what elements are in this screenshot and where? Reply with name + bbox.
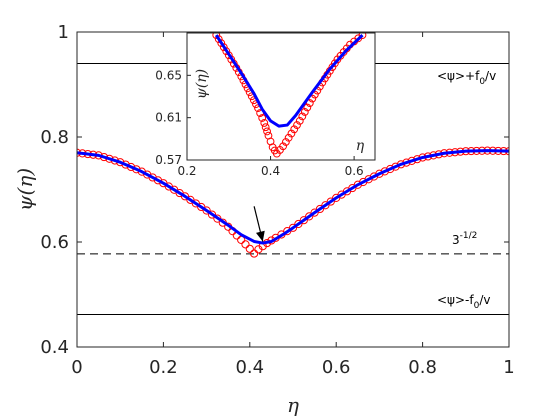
inset-red-circle-marker — [212, 33, 221, 40]
main-series — [77, 146, 509, 258]
x-tick-label: 1 — [503, 357, 514, 378]
inset-red-circle-marker — [295, 116, 304, 125]
inset-red-circle-marker — [279, 142, 287, 151]
label-reference-value: 3-1/2 — [452, 231, 477, 247]
red-circle-marker — [305, 212, 314, 221]
x-tick-label: 0.4 — [235, 357, 264, 378]
inset-axes-box — [186, 32, 376, 161]
main-axes-box — [76, 31, 510, 348]
label-lower-bound-sub: 0 — [474, 301, 480, 311]
red-circle-marker — [153, 176, 163, 185]
label-upper-bound-sub: 0 — [479, 77, 485, 87]
inset-x-tick-label: 0.2 — [177, 164, 196, 178]
inset-red-circle-marker — [258, 114, 267, 122]
inset-red-circle-marker — [260, 119, 269, 127]
red-circle-marker — [197, 202, 206, 212]
inset-y-tick-label: 0.57 — [155, 153, 182, 167]
annotation-arrow-head — [256, 230, 265, 242]
red-circle-marker — [241, 240, 250, 249]
inset-red-circle-marker — [261, 123, 270, 132]
inset-plot: 0.2 0.4 0.6 0.57 0.61 0.65 η ψ(η) — [155, 32, 376, 178]
red-circle-marker — [326, 197, 335, 206]
red-circle-marker — [175, 188, 184, 198]
red-circle-marker — [250, 249, 259, 258]
inset-red-circle-marker — [214, 35, 223, 44]
inset-x-tick-label: 0.4 — [261, 164, 280, 178]
y-tick-label: 0.4 — [40, 337, 69, 358]
red-circle-marker — [245, 244, 254, 253]
inset-red-circle-marker — [303, 103, 312, 112]
inset-y-tick-label: 0.61 — [155, 111, 182, 125]
y-tick-label: 1 — [58, 22, 69, 43]
inset-red-circle-marker — [281, 138, 290, 146]
inset-red-circle-marker — [284, 133, 293, 142]
label-lower-bound-main: <ψ>-f — [437, 293, 474, 307]
y-tick-label: 0.6 — [40, 232, 69, 253]
inset-red-circle-marker — [330, 59, 339, 68]
inset-red-circle-marker — [263, 127, 271, 136]
inset-y-tick-label: 0.65 — [155, 68, 182, 82]
label-reference-main: 3 — [452, 233, 460, 247]
red-circle-marker — [294, 219, 303, 229]
red-circle-marker — [283, 227, 292, 236]
label-lower-bound-tail: /v — [479, 293, 490, 307]
label-upper-bound: <ψ>+f0/v — [437, 69, 496, 87]
label-upper-bound-tail: /v — [485, 69, 496, 83]
label-reference-sup: -1/2 — [460, 231, 478, 241]
inset-red-circle-marker — [217, 39, 226, 48]
red-circle-marker — [207, 210, 217, 219]
x-tick-label: 0.6 — [322, 357, 351, 378]
x-tick-label: 0.2 — [149, 357, 178, 378]
inset-red-circle-marker — [358, 33, 367, 40]
inset-x-axis-label: η — [356, 138, 365, 154]
x-tick-label: 0.8 — [408, 357, 437, 378]
label-lower-bound: <ψ>-f0/v — [437, 293, 490, 311]
inset-y-axis-label: ψ(η) — [194, 69, 210, 99]
inset-red-circle-marker — [328, 63, 337, 71]
red-circle-marker — [348, 183, 357, 193]
y-axis-label: ψ(η) — [13, 168, 37, 211]
red-circle-marker — [299, 216, 308, 225]
inset-red-circle-marker — [300, 108, 309, 116]
inset-blue-series-line — [214, 34, 364, 128]
inset-red-circle-marker — [293, 121, 301, 129]
x-tick-label: 0 — [71, 357, 82, 378]
label-upper-bound-main: <ψ>+f — [437, 69, 480, 83]
blue-series-line — [77, 149, 509, 245]
inset-red-circle-marker — [290, 125, 299, 134]
inset-red-circle-marker — [298, 112, 307, 121]
red-circle-marker — [369, 172, 379, 181]
y-tick-label: 0.8 — [40, 127, 69, 148]
inset-red-circle-marker — [219, 43, 228, 52]
inset-x-tick-label: 0.6 — [345, 164, 364, 178]
inset-red-circle-marker — [287, 129, 296, 138]
x-axis-label: η — [287, 393, 299, 417]
inset-series — [212, 33, 367, 158]
